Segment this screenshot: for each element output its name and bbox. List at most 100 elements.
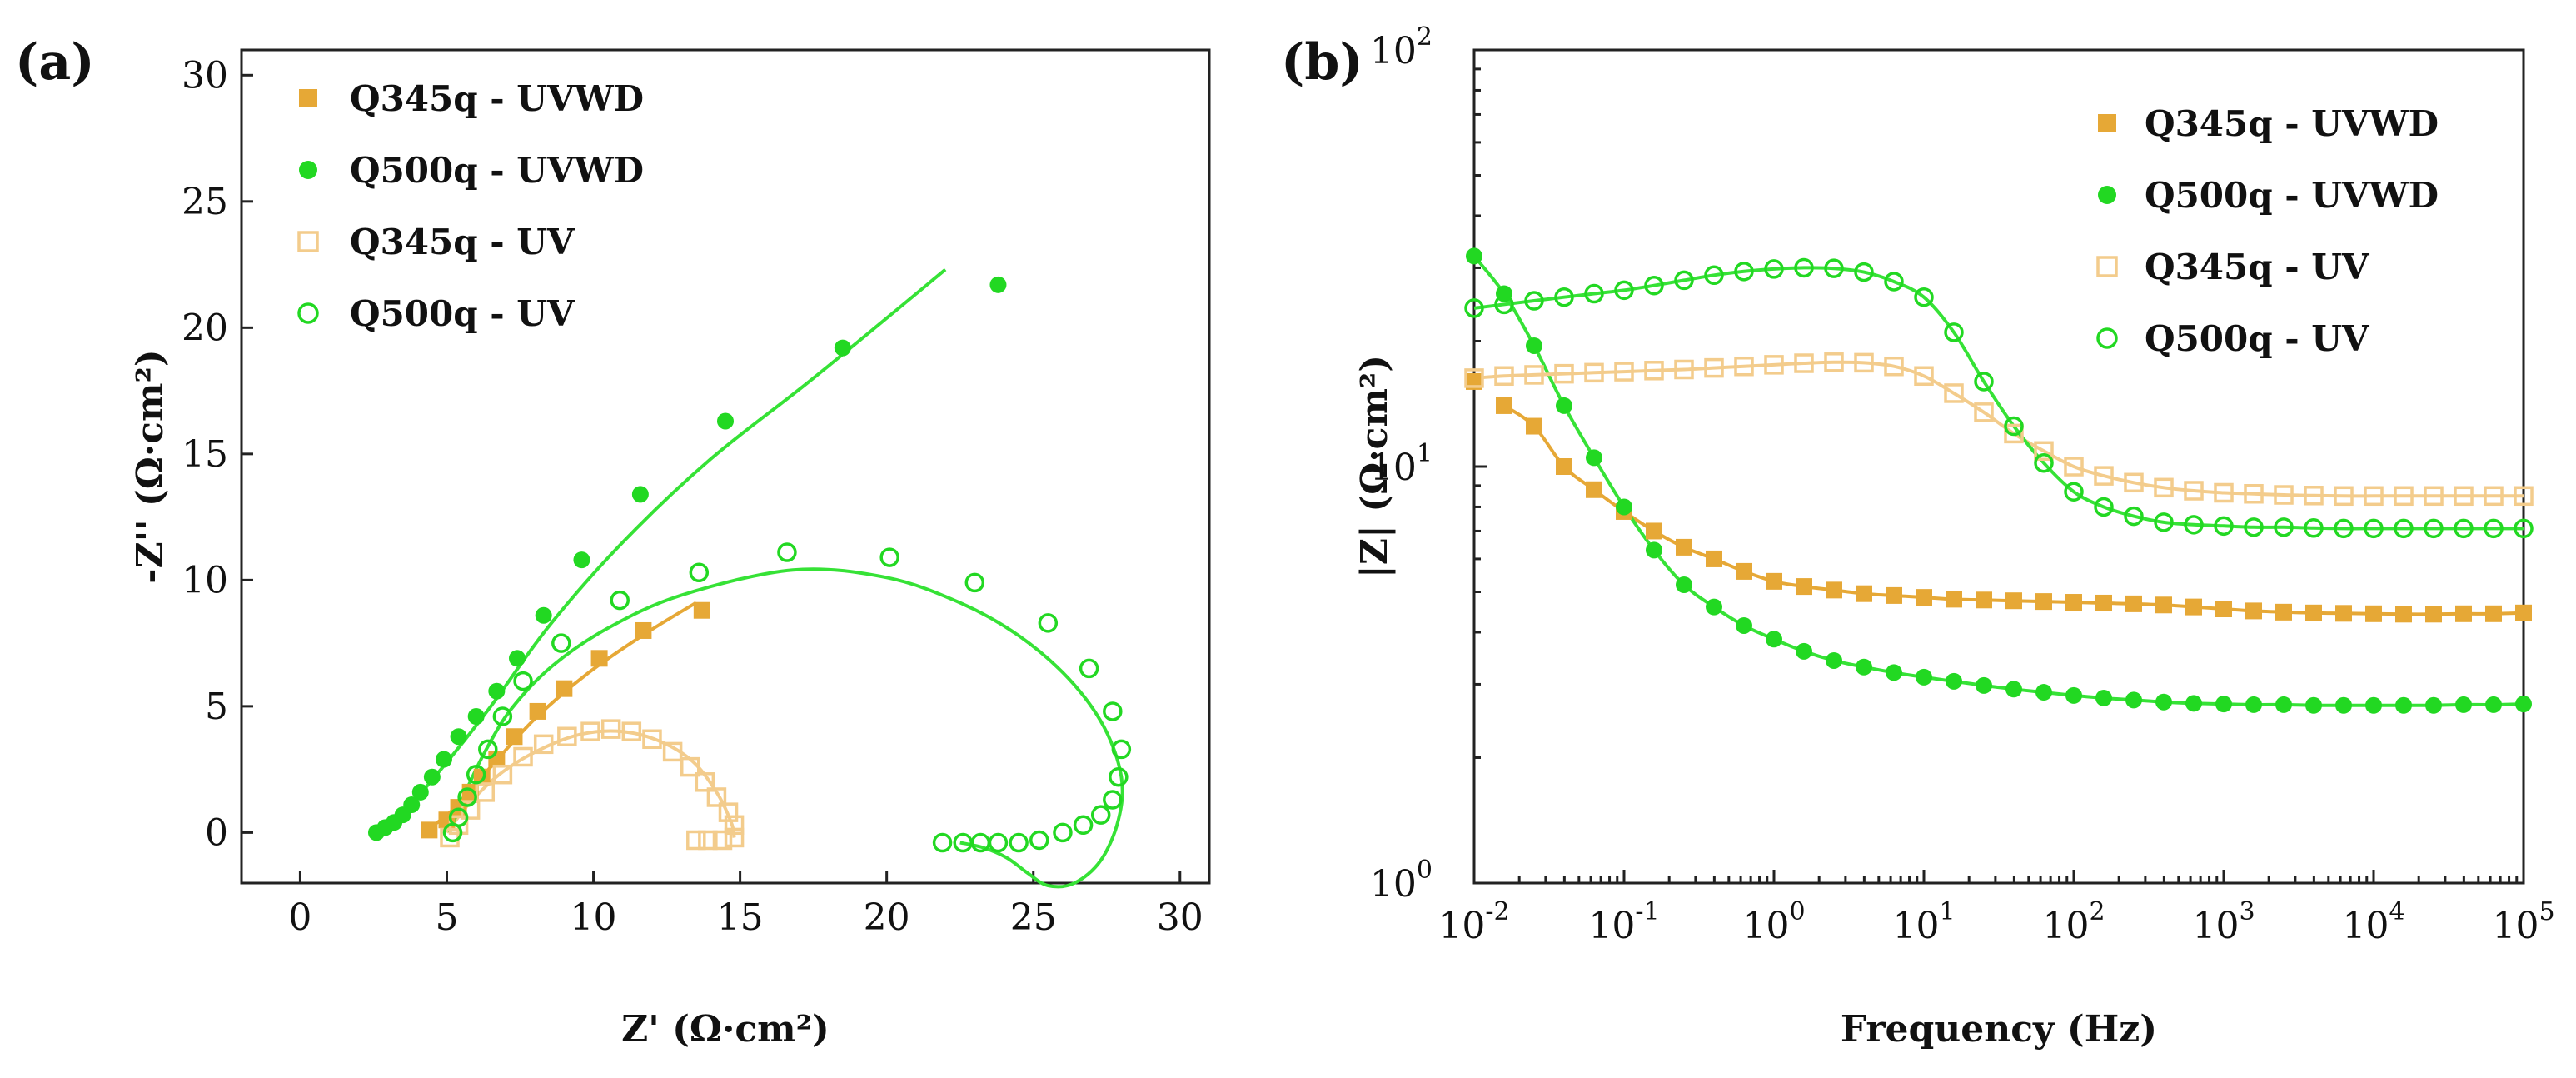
point-q500q-uv [1494, 294, 1514, 315]
point-q500q-uv [1914, 287, 1934, 307]
panel-label-a: (a) [15, 33, 95, 92]
point-q500q-uv [2274, 517, 2294, 537]
point-q500q-uvwd [535, 606, 552, 624]
point-q500q-uvwd [2185, 695, 2202, 712]
point-q500q-uv [478, 739, 498, 760]
point-q500q-uvwd [631, 486, 649, 503]
point-q500q-uvwd [573, 551, 590, 569]
point-q500q-uvwd [2215, 696, 2232, 713]
point-q500q-uv [2064, 482, 2084, 502]
legend-marker-q345q-uvwd [2098, 114, 2116, 132]
point-q345q-uvwd [2155, 596, 2172, 614]
x-tick-label-b: 102 [2042, 897, 2105, 947]
point-q500q-uv [2214, 516, 2234, 537]
point-q345q-uv [1764, 355, 1784, 375]
point-q500q-uvwd [508, 650, 526, 667]
point-q345q-uv [2184, 481, 2204, 501]
point-q500q-uv [1524, 291, 1544, 311]
point-q345q-uv [1494, 366, 1514, 387]
x-tick-label-a: 5 [435, 896, 458, 939]
point-q500q-uvwd [2245, 696, 2262, 713]
point-q500q-uvwd [1856, 658, 1872, 676]
x-tick-exp-b: 3 [2239, 897, 2255, 926]
point-q345q-uvwd [1586, 481, 1602, 498]
y-tick-base-b: 10 [1370, 447, 1417, 489]
x-tick-label-a: 15 [717, 896, 764, 939]
point-q345q-uv [2244, 484, 2264, 504]
point-q500q-uvwd [1466, 247, 1482, 265]
x-tick-base-b: 10 [1892, 905, 1939, 947]
point-q500q-uvwd [1646, 541, 1662, 559]
y-tick-label-b: 101 [1370, 439, 1432, 489]
point-q345q-uvwd [2335, 605, 2352, 622]
plot-frame-a [240, 48, 1211, 885]
point-q500q-uvwd [2335, 696, 2352, 714]
point-q345q-uv [2334, 486, 2354, 507]
point-q345q-uv [580, 721, 600, 741]
y-tick-exp-b: 1 [1417, 439, 1432, 468]
point-q345q-uvwd [2305, 604, 2322, 621]
legend-marker-q500q-uvwd [2098, 186, 2116, 204]
x-tick-exp-b: 1 [1939, 897, 1955, 926]
point-q345q-uvwd [529, 702, 546, 720]
point-q500q-uv [1794, 257, 1814, 278]
legend-label-q345q-uvwd: Q345q - UVWD [350, 78, 644, 119]
point-q500q-uvwd [467, 708, 485, 725]
legend-marker-q345q-uv [2096, 256, 2118, 277]
point-q500q-uv [1103, 790, 1123, 810]
point-q345q-uvwd [2515, 604, 2532, 621]
point-q500q-uvwd [2485, 696, 2502, 713]
point-q345q-uvwd [1976, 591, 1992, 609]
point-q345q-uvwd [2485, 605, 2502, 622]
point-q500q-uv [2094, 497, 2114, 517]
point-q500q-uvwd [2305, 696, 2322, 714]
point-q500q-uv [466, 764, 486, 785]
point-q500q-uv [777, 542, 797, 562]
legend-label-q500q-uvwd: Q500q - UVWD [350, 150, 644, 191]
point-q345q-uv [1944, 383, 1964, 403]
point-q345q-uv [1464, 368, 1484, 388]
y-tick-label-a: 10 [182, 559, 228, 601]
point-q500q-uvwd [834, 339, 851, 357]
point-q500q-uv [689, 562, 710, 583]
point-q500q-uv [1734, 262, 1754, 282]
x-tick-base-b: 10 [1438, 905, 1485, 947]
x-tick-exp-b: 5 [2539, 897, 2554, 926]
point-q500q-uvwd [435, 751, 452, 768]
x-tick-label-b: 10-1 [1588, 897, 1659, 947]
x-axis-ticks-b: 10-2 10-1 100 101 102 103 104 105 [1438, 870, 2555, 947]
point-q500q-uv [1090, 805, 1111, 825]
x-tick-base-b: 10 [2042, 905, 2089, 947]
point-q500q-uv [1644, 275, 1664, 296]
point-q345q-uv [621, 721, 642, 741]
fit-line-q500q-uv [1473, 266, 2524, 531]
point-q500q-uv [457, 787, 477, 807]
point-q500q-uv [492, 706, 513, 726]
point-q500q-uv [1584, 283, 1604, 304]
point-q500q-uv [953, 832, 973, 853]
legend-label-q500q-uvwd: Q500q - UVWD [2145, 175, 2439, 216]
x-tick-base-b: 10 [2342, 905, 2389, 947]
point-q500q-uv [1111, 739, 1132, 760]
point-q500q-uvwd [1736, 616, 1752, 634]
legend-marker-q500q-uv [297, 302, 319, 324]
y-tick-label-b: 100 [1370, 856, 1432, 906]
y-axis-title-a: -Z'' (Ω·cm²) [129, 349, 172, 583]
legend-label-q500q-uv: Q500q - UV [350, 293, 575, 334]
x-tick-exp-b: -2 [1485, 897, 1509, 926]
point-q345q-uv [2484, 486, 2504, 507]
point-q500q-uv [2514, 518, 2534, 539]
point-q345q-uv [600, 719, 621, 739]
y-tick-label-a: 20 [182, 307, 228, 349]
point-q345q-uv [2364, 486, 2384, 507]
point-q345q-uv [533, 734, 554, 755]
x-tick-label-b: 100 [1742, 897, 1805, 947]
data-points-a [367, 276, 1132, 853]
point-q345q-uvwd [2215, 600, 2232, 617]
point-q500q-uv [448, 807, 469, 827]
point-q500q-uv [1614, 280, 1634, 301]
point-q345q-uvwd [2425, 606, 2442, 623]
point-q500q-uv [1884, 272, 1904, 292]
point-q345q-uv [1884, 356, 1904, 377]
